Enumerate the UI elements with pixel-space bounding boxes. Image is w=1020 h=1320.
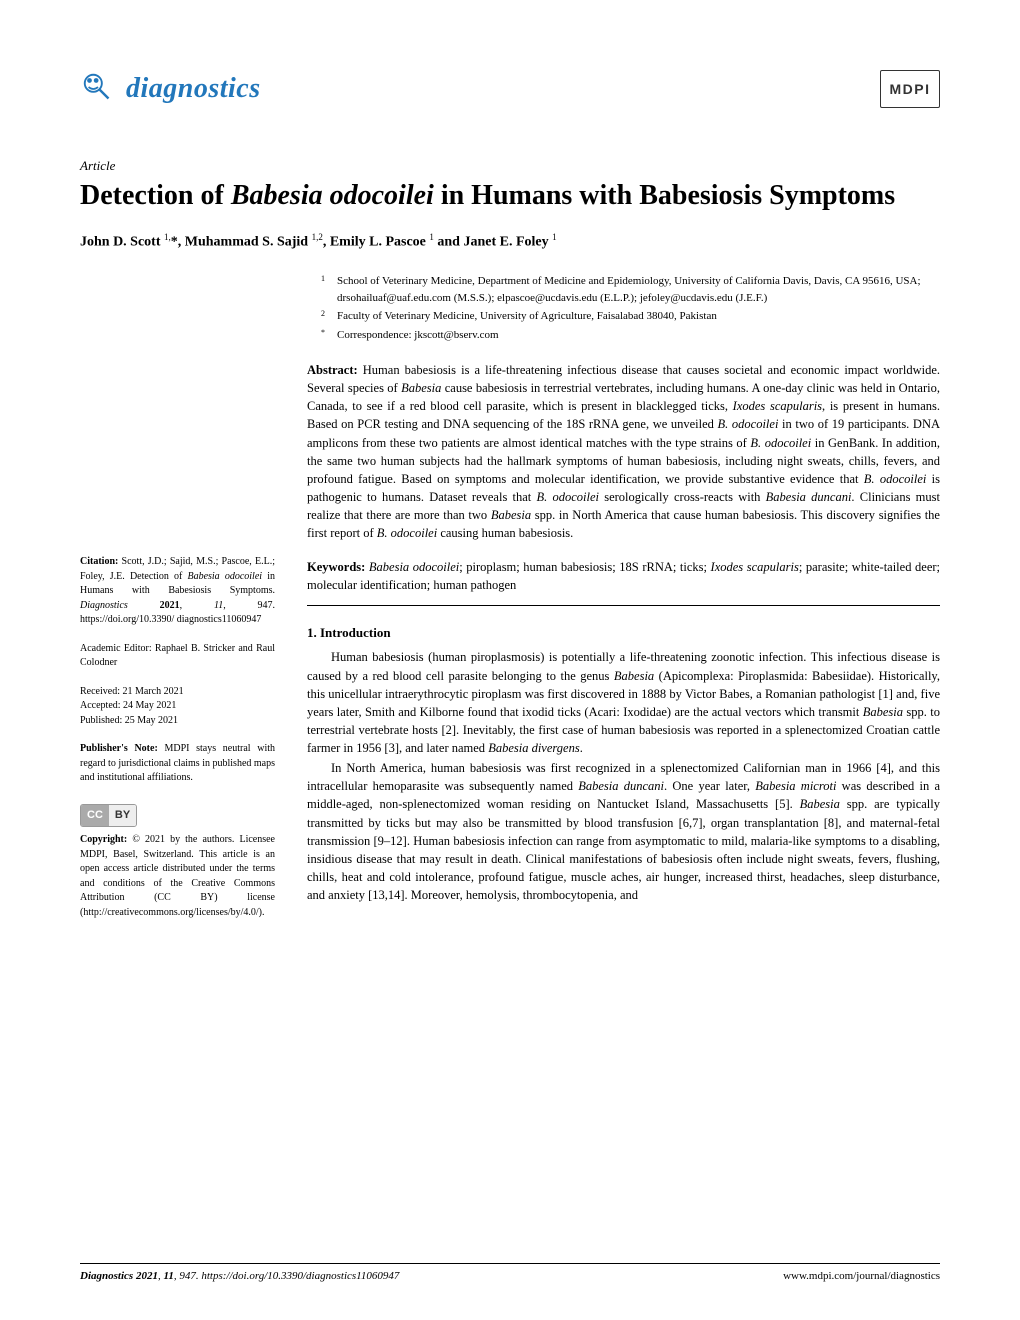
title-suffix: in Humans with Babesiosis Symptoms — [434, 180, 895, 211]
by-icon: BY — [109, 805, 136, 827]
intro-heading: 1. Introduction — [307, 624, 940, 643]
affil-sup: 1 — [321, 273, 329, 306]
keywords-text: Babesia odocoilei; piroplasm; human babe… — [307, 560, 940, 592]
main-content: 1 School of Veterinary Medicine, Departm… — [307, 273, 940, 934]
article-title: Detection of Babesia odocoilei in Humans… — [80, 178, 940, 214]
publishers-note: Publisher's Note: MDPI stays neutral wit… — [80, 742, 275, 786]
affiliation-row: 2 Faculty of Veterinary Medicine, Univer… — [321, 308, 940, 325]
mdpi-logo: MDPI — [880, 70, 940, 108]
journal-icon — [80, 70, 118, 108]
authors: John D. Scott 1,*, Muhammad S. Sajid 1,2… — [80, 232, 940, 251]
affil-text: Faculty of Veterinary Medicine, Universi… — [337, 308, 717, 325]
footer-left: Diagnostics 2021, 11, 947. https://doi.o… — [80, 1270, 399, 1282]
journal-name: diagnostics — [126, 73, 261, 105]
copyright-block: Copyright: © 2021 by the authors. Licens… — [80, 833, 275, 920]
affiliation-row: * Correspondence: jkscott@bserv.com — [321, 327, 940, 344]
editor-block: Academic Editor: Raphael B. Stricker and… — [80, 642, 275, 671]
main-grid: Citation: Scott, J.D.; Sajid, M.S.; Pasc… — [80, 273, 940, 934]
abstract-text: Human babesiosis is a life-threatening i… — [307, 363, 940, 540]
title-prefix: Detection of — [80, 180, 231, 211]
divider — [307, 605, 940, 606]
article-type: Article — [80, 158, 940, 174]
title-italic: Babesia odocoilei — [231, 180, 434, 211]
cc-icon: CC — [81, 805, 109, 827]
sidebar: Citation: Scott, J.D.; Sajid, M.S.; Pasc… — [80, 273, 275, 934]
footer: Diagnostics 2021, 11, 947. https://doi.o… — [80, 1263, 940, 1282]
journal-logo: diagnostics — [80, 70, 261, 108]
dates-block: Received: 21 March 2021Accepted: 24 May … — [80, 685, 275, 729]
affil-text: Correspondence: jkscott@bserv.com — [337, 327, 499, 344]
intro-para-1: Human babesiosis (human piroplasmosis) i… — [307, 648, 940, 757]
keywords-label: Keywords: — [307, 560, 365, 574]
affil-sup: 2 — [321, 308, 329, 325]
citation-block: Citation: Scott, J.D.; Sajid, M.S.; Pasc… — [80, 555, 275, 628]
abstract: Abstract: Human babesiosis is a life-thr… — [307, 361, 940, 542]
cc-by-badge: CC BY — [80, 804, 137, 828]
abstract-label: Abstract: — [307, 363, 358, 377]
affil-sup: * — [321, 327, 329, 344]
footer-right: www.mdpi.com/journal/diagnostics — [783, 1270, 940, 1282]
intro-para-2: In North America, human babesiosis was f… — [307, 759, 940, 904]
affiliation-row: 1 School of Veterinary Medicine, Departm… — [321, 273, 940, 306]
header: diagnostics MDPI — [80, 70, 940, 108]
affiliations: 1 School of Veterinary Medicine, Departm… — [307, 273, 940, 343]
keywords: Keywords: Babesia odocoilei; piroplasm; … — [307, 558, 940, 594]
affil-text: School of Veterinary Medicine, Departmen… — [337, 273, 940, 306]
